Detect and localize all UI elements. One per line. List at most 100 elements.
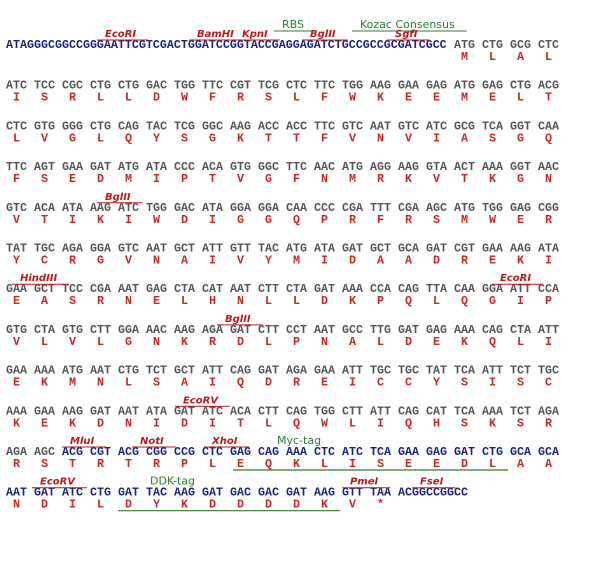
codon: AGC bbox=[426, 201, 447, 215]
codon: TCC bbox=[62, 282, 83, 296]
amino-acid: R bbox=[153, 457, 160, 471]
codon: GTT bbox=[230, 242, 251, 256]
codon: ATG bbox=[454, 79, 475, 93]
codon: CAT bbox=[426, 404, 447, 418]
amino-acid: K bbox=[405, 172, 412, 186]
restriction-site: EcoRI bbox=[105, 29, 136, 40]
codon: ACG bbox=[118, 445, 139, 459]
amino-acid: D bbox=[237, 498, 244, 512]
amino-acid: A bbox=[41, 294, 48, 308]
codon: TCT bbox=[510, 364, 531, 378]
amino-acid: F bbox=[321, 131, 328, 145]
amino-acid: Q bbox=[125, 131, 132, 145]
codon: CTT bbox=[258, 404, 279, 418]
amino-acid: L bbox=[181, 294, 188, 308]
amino-acid: V bbox=[237, 172, 244, 186]
amino-acid: D bbox=[97, 172, 104, 186]
amino-acid: N bbox=[97, 376, 104, 390]
codon: TCA bbox=[482, 119, 503, 133]
codon: ATG bbox=[62, 364, 83, 378]
codon: GAT bbox=[202, 486, 223, 500]
codon: GTC bbox=[118, 242, 139, 256]
amino-acid: H bbox=[209, 294, 216, 308]
codon: AAG bbox=[398, 160, 419, 174]
codon: GAG bbox=[482, 79, 503, 93]
codon: ATG bbox=[118, 160, 139, 174]
codon: CAT bbox=[202, 282, 223, 296]
amino-acid: L bbox=[125, 376, 132, 390]
codon: CGG bbox=[146, 445, 167, 459]
codon: AAG bbox=[510, 242, 531, 256]
codon: TCT bbox=[146, 364, 167, 378]
codon: TTC bbox=[314, 119, 335, 133]
codon: GAA bbox=[398, 445, 419, 459]
codon: TGC bbox=[538, 364, 559, 378]
amino-acid: Q bbox=[237, 376, 244, 390]
codon: TGC bbox=[370, 364, 391, 378]
codon: CAG bbox=[398, 282, 419, 296]
codon: GTT bbox=[342, 486, 363, 500]
codon: AAT bbox=[230, 282, 251, 296]
amino-acid: L bbox=[97, 335, 104, 349]
amino-acid: R bbox=[349, 213, 356, 227]
codon: TAA bbox=[370, 486, 391, 500]
amino-acid: L bbox=[321, 457, 328, 471]
codon: CAA bbox=[454, 282, 475, 296]
amino-acid: D bbox=[125, 498, 132, 512]
amino-acid: I bbox=[489, 376, 496, 390]
codon: AAA bbox=[6, 404, 27, 418]
codon: AGT bbox=[34, 160, 55, 174]
amino-acid: D bbox=[321, 294, 328, 308]
codon: CCC bbox=[174, 160, 195, 174]
amino-acid: C bbox=[377, 376, 384, 390]
amino-acid: D bbox=[293, 498, 300, 512]
codon: AGA bbox=[202, 323, 223, 337]
amino-acid: D bbox=[461, 457, 468, 471]
codon: TCA bbox=[454, 364, 475, 378]
codon: GTC bbox=[398, 119, 419, 133]
amino-acid: A bbox=[461, 131, 468, 145]
amino-acid: P bbox=[545, 294, 552, 308]
amino-acid: Q bbox=[489, 335, 496, 349]
amino-acid: L bbox=[433, 294, 440, 308]
amino-acid: P bbox=[321, 213, 328, 227]
amino-acid: S bbox=[433, 213, 440, 227]
codon: GAT bbox=[174, 404, 195, 418]
codon: GCG bbox=[510, 38, 531, 52]
amino-acid: E bbox=[405, 457, 412, 471]
amino-acid: G bbox=[265, 172, 272, 186]
amino-acid: N bbox=[153, 254, 160, 268]
amino-acid: K bbox=[13, 416, 20, 430]
codon: ATC bbox=[62, 486, 83, 500]
codon: AAA bbox=[454, 323, 475, 337]
codon: GGA bbox=[90, 242, 111, 256]
restriction-site: BglII bbox=[310, 29, 336, 40]
codon: ACG bbox=[538, 79, 559, 93]
codon: ATA bbox=[62, 201, 83, 215]
amino-acid: L bbox=[517, 91, 524, 105]
codon: CTT bbox=[342, 404, 363, 418]
codon: GAA bbox=[6, 364, 27, 378]
amino-acid: V bbox=[349, 498, 356, 512]
amino-acid: E bbox=[433, 457, 440, 471]
amino-acid: A bbox=[405, 254, 412, 268]
amino-acid: L bbox=[97, 131, 104, 145]
amino-acid: N bbox=[321, 335, 328, 349]
amino-acid: S bbox=[517, 376, 524, 390]
codon: AAC bbox=[538, 160, 559, 174]
amino-acid: L bbox=[125, 91, 132, 105]
codon: GAT bbox=[454, 445, 475, 459]
codon: CCC bbox=[314, 201, 335, 215]
amino-acid: I bbox=[209, 416, 216, 430]
codon: GAT bbox=[230, 323, 251, 337]
codon: AAA bbox=[482, 404, 503, 418]
restriction-site: PmeI bbox=[350, 477, 379, 488]
amino-acid: S bbox=[461, 376, 468, 390]
codon: ATC bbox=[118, 201, 139, 215]
amino-acid: P bbox=[181, 172, 188, 186]
amino-acid: I bbox=[13, 91, 20, 105]
vector-sequence: ATAGGGCGGCCGGGAATTCGTCGACTGGATCCGGTACCGA… bbox=[6, 38, 447, 52]
codon: GAG bbox=[510, 201, 531, 215]
codon: TTC bbox=[314, 79, 335, 93]
